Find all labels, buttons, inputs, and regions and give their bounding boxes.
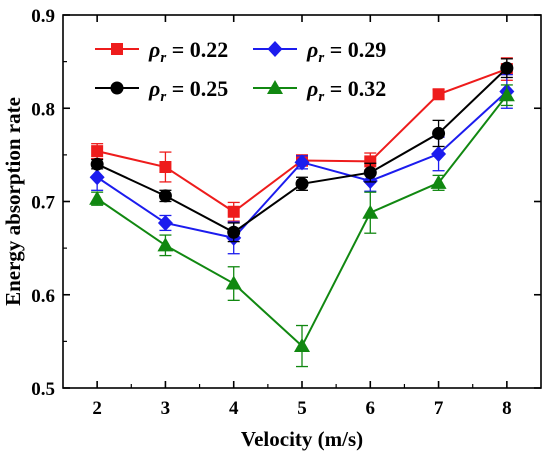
legend-label: ρr = 0.32: [306, 76, 386, 105]
data-point: [158, 189, 172, 203]
data-point: [227, 205, 240, 218]
data-point: [157, 214, 173, 231]
data-point: [500, 61, 514, 75]
y-axis-title: Energy absorption rate: [1, 97, 25, 306]
series-line: [96, 94, 508, 348]
y-tick-label: 0.5: [31, 379, 55, 400]
x-tick-label: 4: [229, 398, 239, 419]
legend-label: ρr = 0.25: [148, 76, 228, 105]
y-tick-label: 0.7: [31, 193, 55, 214]
data-point: [432, 88, 445, 101]
legend-marker: [111, 43, 123, 55]
data-point: [364, 155, 377, 168]
data-point: [89, 169, 105, 186]
data-point: [363, 166, 377, 180]
legend-label: ρr = 0.22: [148, 37, 228, 66]
x-tick-label: 3: [161, 398, 171, 419]
series-triangle: [89, 84, 515, 368]
data-point: [362, 204, 379, 219]
x-tick-label: 7: [434, 398, 444, 419]
legend-entry: ρr = 0.25: [95, 76, 228, 105]
x-tick-label: 5: [297, 398, 307, 419]
x-axis-title: Velocity (m/s): [241, 427, 363, 451]
y-tick-label: 0.8: [31, 99, 55, 120]
data-point: [295, 177, 309, 191]
data-point: [157, 237, 174, 252]
y-tick-label: 0.9: [31, 6, 55, 27]
data-point: [227, 225, 241, 239]
data-point: [89, 190, 106, 205]
data-point: [91, 145, 104, 158]
data-point: [294, 154, 310, 171]
legend-entry: ρr = 0.29: [253, 37, 386, 66]
data-point: [294, 338, 310, 353]
data-point: [498, 87, 515, 102]
legend-entry: ρr = 0.32: [253, 76, 386, 105]
legend-marker: [267, 41, 283, 57]
data-point: [431, 145, 447, 162]
legend-marker: [267, 80, 283, 94]
data-point: [430, 174, 447, 189]
axes: 2 3 4 5 6 7 8 0.5 0.6 0.7 0.8 0.9: [31, 6, 542, 419]
y-tick-label: 0.6: [31, 286, 55, 307]
legend-entry: ρr = 0.22: [95, 37, 228, 66]
data-point: [90, 157, 104, 171]
series-circle: [90, 58, 514, 243]
legend-marker: [110, 81, 124, 95]
plot-area: [89, 57, 515, 368]
legend-label: ρr = 0.29: [306, 37, 386, 66]
x-tick-label: 8: [502, 398, 512, 419]
x-tick-label: 2: [92, 398, 102, 419]
data-point: [159, 160, 172, 173]
data-point: [432, 126, 446, 140]
x-tick-label: 6: [366, 398, 376, 419]
legend: ρr = 0.22 ρr = 0.29 ρr = 0.25 ρr = 0.32: [95, 37, 386, 105]
data-point: [225, 275, 242, 290]
